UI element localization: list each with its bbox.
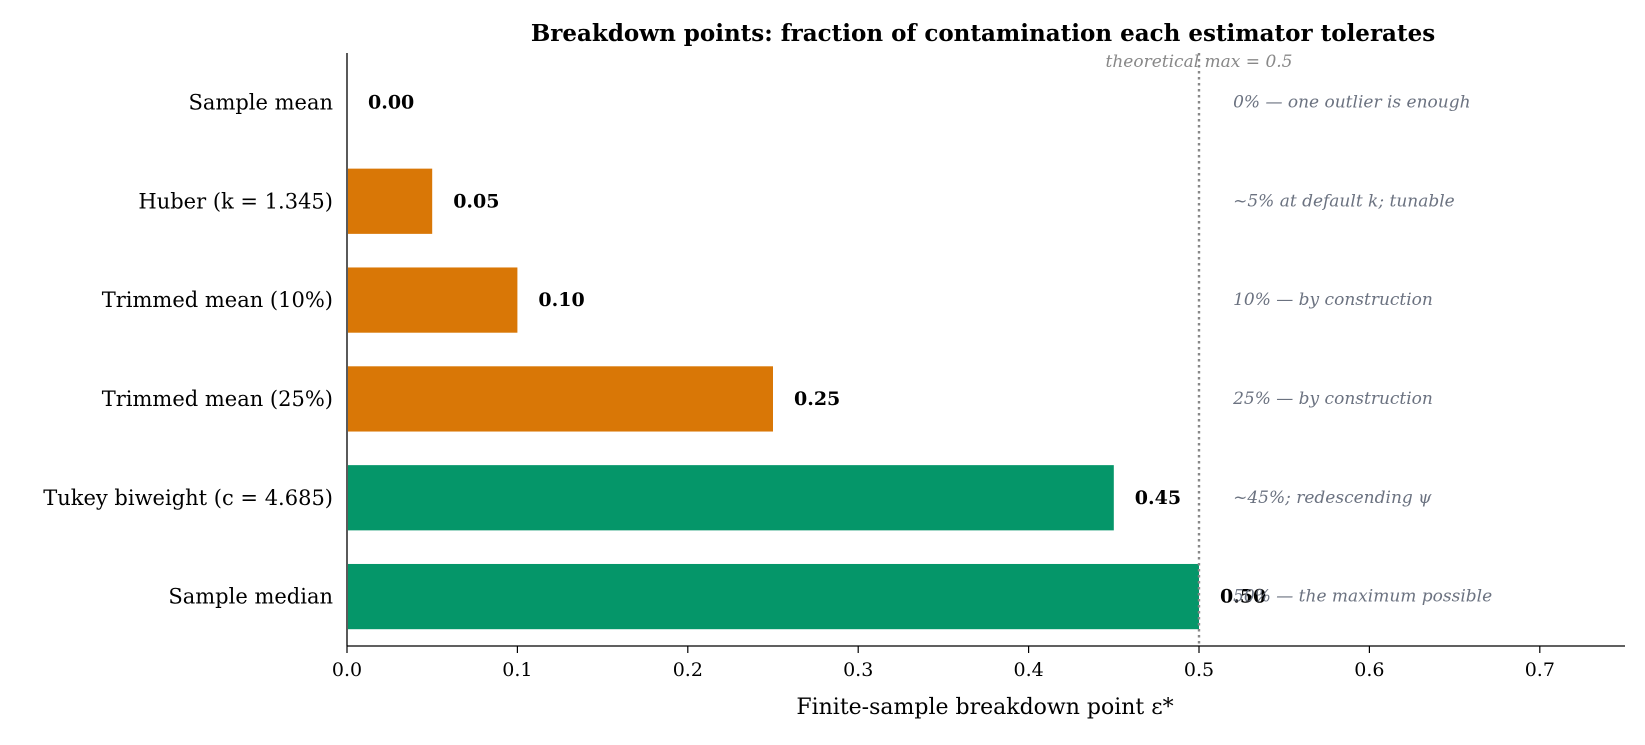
category-label-trimmed-mean-10: Trimmed mean (10%): [102, 288, 333, 312]
annotations: 0% — one outlier is enough ~5% at default…: [1232, 92, 1492, 606]
bar-tukey-biweight-c-4-685: [348, 465, 1114, 531]
x-tick-label: 0.5: [1184, 659, 1214, 681]
x-tick-label: 0.6: [1354, 659, 1384, 681]
category-label-tukey-biweight-c-4-685: Tukey biweight (c = 4.685): [43, 486, 333, 510]
category-labels: Sample mean Huber (k = 1.345) Trimmed mean…: [43, 90, 333, 608]
value-labels: 0.00 0.05 0.10 0.25 0.45 0.50: [368, 91, 1266, 607]
value-label-tukey-biweight-c-4-685: 0.45: [1135, 487, 1181, 509]
chart-title: Breakdown points: fraction of contaminat…: [531, 20, 1435, 47]
x-axis-label: Finite-sample breakdown point ε*: [796, 695, 1173, 720]
value-label-trimmed-mean-25: 0.25: [794, 388, 840, 410]
annotation-sample-median: 50% — the maximum possible: [1233, 587, 1492, 607]
x-tick-label: 0.1: [502, 659, 532, 681]
bars: [348, 168, 1199, 630]
category-label-sample-mean: Sample mean: [189, 90, 333, 114]
reference-line-label: theoretical max = 0.5: [1106, 52, 1293, 72]
reference-line-group: theoretical max = 0.5: [1106, 52, 1293, 646]
category-label-trimmed-mean-25: Trimmed mean (25%): [102, 387, 333, 411]
annotation-tukey-biweight-c-4-685: ~45%; redescending ψ: [1233, 488, 1432, 508]
axes: [346, 53, 1625, 647]
x-tick-label: 0.2: [673, 659, 703, 681]
bar-sample-median: [348, 563, 1199, 630]
x-tick-label: 0.0: [332, 659, 362, 681]
bar-trimmed-mean-10: [348, 267, 518, 333]
bar-huber-k-1-345: [348, 168, 433, 234]
value-label-sample-mean: 0.00: [368, 91, 414, 113]
value-label-sample-median: 0.50: [1220, 586, 1266, 608]
x-tick-label: 0.4: [1013, 659, 1043, 681]
x-tick-label: 0.7: [1525, 659, 1555, 681]
x-tick-label: 0.3: [843, 659, 873, 681]
annotation-huber-k-1-345: ~5% at default k; tunable: [1233, 191, 1455, 211]
value-label-huber-k-1-345: 0.05: [453, 190, 499, 212]
annotation-trimmed-mean-10: 10% — by construction: [1233, 290, 1433, 310]
x-ticks: 0.0 0.1 0.2 0.3 0.4 0.5 0.6 0.7: [332, 646, 1555, 681]
annotation-sample-mean: 0% — one outlier is enough: [1233, 92, 1471, 112]
category-label-sample-median: Sample median: [168, 585, 333, 609]
category-label-huber-k-1-345: Huber (k = 1.345): [138, 189, 333, 213]
bar-trimmed-mean-25: [348, 366, 773, 432]
value-label-trimmed-mean-10: 0.10: [538, 289, 584, 311]
annotation-trimmed-mean-25: 25% — by construction: [1232, 389, 1433, 409]
